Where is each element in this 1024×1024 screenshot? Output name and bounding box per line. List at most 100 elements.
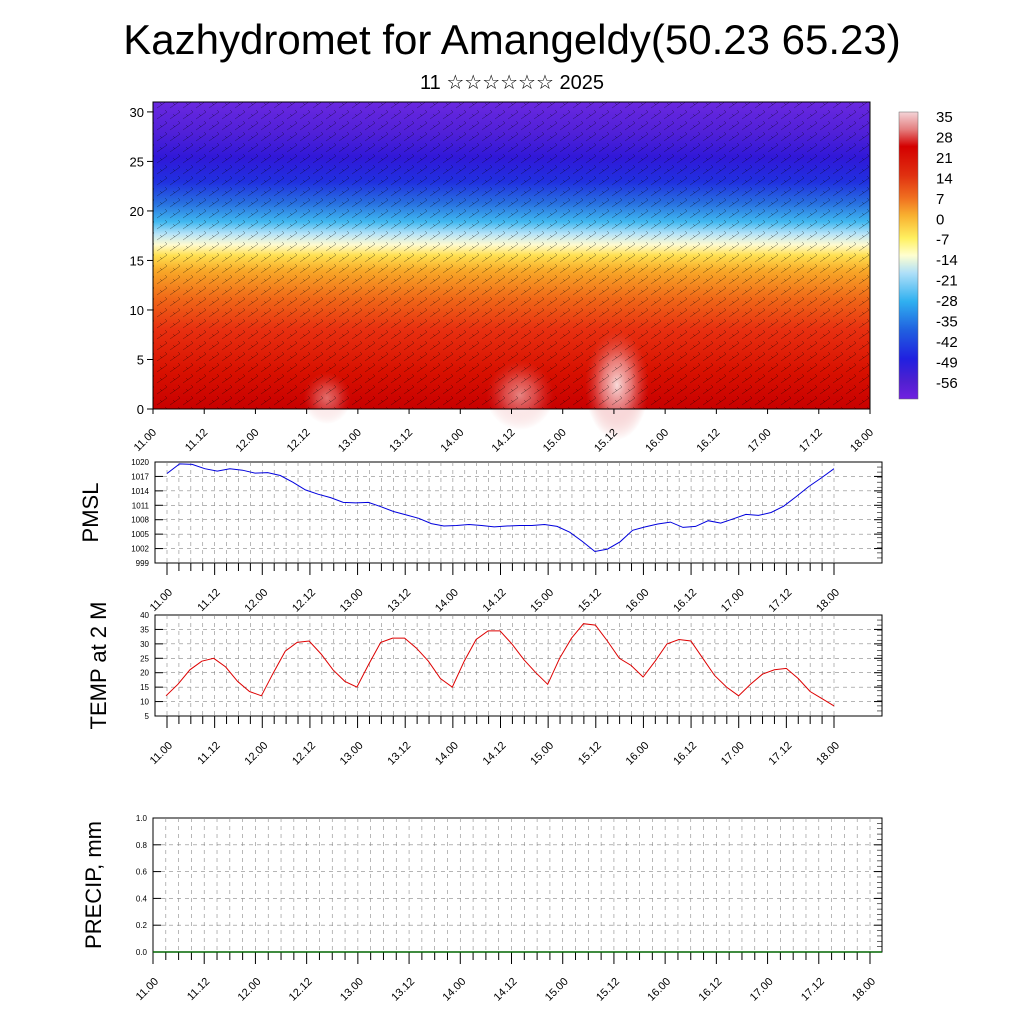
series-line [166,463,835,553]
x-tick-label: 18.00 [814,587,842,615]
y-tick-label: 0.2 [136,921,148,930]
x-tick-label: 16.12 [671,587,699,615]
y-tick-label: 1005 [131,530,149,539]
colorbar-label: -21 [936,273,958,290]
colorbar-label: 35 [936,109,953,126]
plot-frame [154,614,883,717]
x-tick-label: 15.00 [528,587,556,615]
cross-section-panel: 0 5 10 15 20 25 30 11.00 11.12 12.00 12.12 13.00 13.… [130,101,876,455]
x-tick-label: 11.00 [148,740,175,767]
x-tick-label: 11.12 [195,587,222,614]
x-tick-label: 12.00 [234,427,262,455]
x-tick-label: 11.00 [132,427,159,454]
x-tick-label: 12.00 [242,740,270,768]
series-line [165,623,835,707]
colorbar-label: -28 [936,293,958,310]
y-tick-label: 1014 [131,487,149,496]
x-tick-label: 17.12 [799,976,827,1004]
x-tick-label: 13.00 [338,587,366,615]
chart-title: Kazhydromet for Amangeldy(50.23 65.23) [123,16,901,63]
temp-panel: 5 10 15 20 25 30 35 40 11.00 11.12 12.00 12.12 13.00… [86,602,883,768]
x-tick-label: 15.00 [528,740,556,768]
x-tick-label: 15.12 [576,587,604,615]
x-tick-label: 17.12 [797,427,825,455]
x-tick-label: 12.12 [285,427,313,455]
x-tick-label: 15.00 [543,976,571,1004]
y-tick-label: 20 [140,669,149,678]
x-tick-label: 16.12 [695,427,723,455]
x-tick-label: 13.00 [338,976,366,1004]
chart-subtitle: 11 ☆☆☆☆☆☆ 2025 [420,72,604,94]
x-tick-label: 14.12 [492,976,520,1004]
x-tick-label: 13.12 [389,976,417,1004]
plot-frame [152,817,883,953]
wind-barbs-layer [153,102,870,409]
x-tick-label: 11.12 [185,976,212,1003]
pmsl-panel: 999 1002 1005 1008 1011 1014 1017 1020 11.00 11.1… [78,458,883,615]
y-tick-label: 10 [130,303,144,318]
colorbar-ramp [899,112,918,399]
y-tick-label: 1008 [131,516,149,525]
x-tick-label: 17.00 [719,587,747,615]
x-tick-label: 16.00 [645,976,673,1004]
plot-frame [154,461,883,564]
y-tick-label: 999 [136,559,150,568]
colorbar-label: -49 [936,354,958,371]
x-tick-label: 14.00 [433,587,461,615]
colorbar-frame [898,111,919,400]
x-tick-label: 14.00 [433,740,461,768]
x-tick-label: 14.12 [490,427,518,455]
x-tick-label: 13.00 [338,740,366,768]
y-axis-title: TEMP at 2 M [86,602,111,730]
y-axis-title: PRECIP, mm [81,821,106,949]
colorbar-label: 28 [936,129,953,146]
x-tick-label: 17.00 [719,740,747,768]
x-tick-label: 18.00 [850,976,878,1004]
x-tick-label: 13.12 [385,587,413,615]
y-tick-label: 35 [140,625,149,634]
x-tick-label: 14.12 [481,587,509,615]
x-tick-label: 15.12 [594,976,622,1004]
y-tick-label: 1002 [131,545,149,554]
x-tick-label: 13.12 [387,427,415,455]
colorbar-label: -56 [936,375,958,392]
x-tick-label: 11.00 [148,587,175,614]
x-tick-label: 12.12 [287,976,315,1004]
x-tick-label: 15.12 [576,740,604,768]
x-tick-label: 16.00 [624,740,652,768]
x-tick-label: 13.12 [385,740,413,768]
y-tick-label: 30 [140,640,149,649]
x-tick-label: 12.12 [290,740,318,768]
y-tick-label: 40 [140,611,149,620]
colorbar-label: 0 [936,211,944,228]
y-axis-title: PMSL [78,483,103,543]
y-tick-label: 30 [130,105,144,120]
x-tick-label: 14.00 [438,427,466,455]
x-tick-label: 12.00 [236,976,264,1004]
colorbar-label: -7 [936,232,949,249]
x-tick-label: 12.00 [242,587,270,615]
colorbar-label: -42 [936,334,958,351]
x-tick-label: 11.12 [183,427,210,454]
y-tick-label: 1020 [131,458,149,467]
x-tick-label: 13.00 [336,427,364,455]
colorbar-label: 21 [936,150,953,167]
x-tick-label: 12.12 [290,587,318,615]
colorbar: 35 28 21 14 7 0 -7 -14 -21 -28 -35 -42 -49 -56 [898,109,958,400]
x-tick-label: 14.12 [481,740,509,768]
y-tick-label: 5 [145,712,150,721]
y-tick-label: 5 [137,352,144,367]
y-tick-label: 20 [130,204,144,219]
x-tick-label: 15.00 [541,427,569,455]
y-tick-label: 0.8 [136,841,148,850]
y-tick-label: 1.0 [136,814,148,823]
precip-panel: 0.0 0.2 0.4 0.6 0.8 1.0 11.00 11.12 12.00 12.12 13… [81,814,883,1004]
x-tick-label: 18.00 [814,740,842,768]
colorbar-label: -14 [936,252,958,269]
y-tick-label: 0.6 [136,868,148,877]
x-tick-label: 17.12 [767,740,795,768]
x-tick-label: 16.00 [624,587,652,615]
colorbar-label: 14 [936,170,953,187]
y-tick-label: 1011 [132,501,150,510]
y-tick-label: 0.4 [136,894,148,903]
